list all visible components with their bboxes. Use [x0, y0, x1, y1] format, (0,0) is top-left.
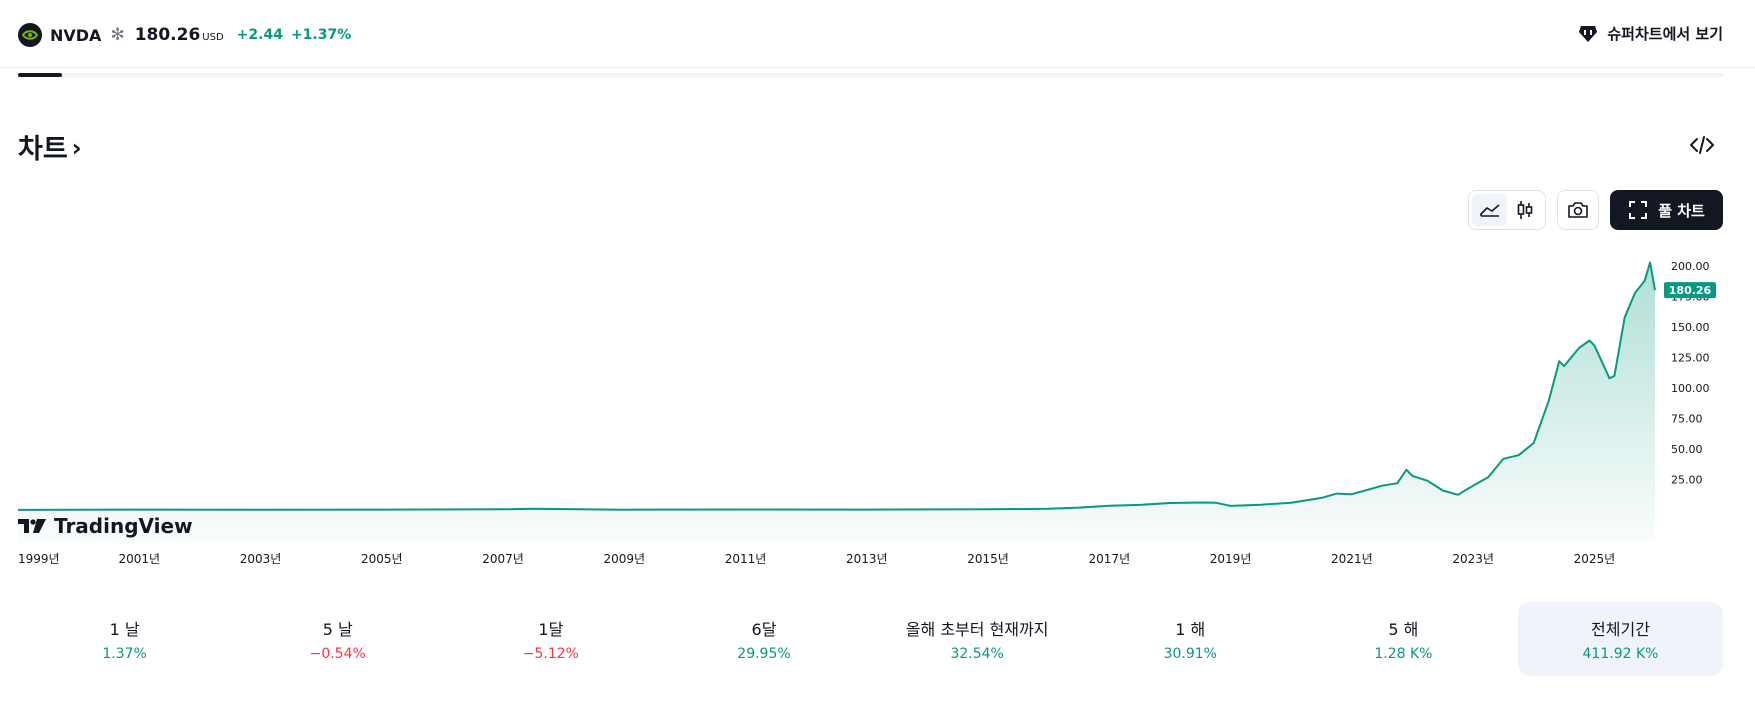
candles-icon	[1517, 201, 1532, 219]
period-label: 1달	[538, 620, 564, 639]
x-tick-label: 2009년	[603, 552, 645, 566]
section-title-link[interactable]: 차트 ›	[18, 127, 82, 166]
tradingview-logo-icon	[18, 519, 46, 533]
period-button[interactable]: 전체기간 411.92 K%	[1517, 602, 1723, 676]
x-tick-label: 2025년	[1574, 552, 1616, 566]
price-change-percent: +1.37%	[290, 27, 352, 43]
full-chart-button[interactable]: 풀 차트	[1610, 190, 1723, 230]
x-tick-label: 2007년	[482, 552, 524, 566]
tab-track	[18, 73, 1723, 77]
supercharts-icon	[1579, 26, 1598, 42]
period-label: 1 날	[109, 620, 140, 639]
performance-periods: 1 날 1.37% 5 날 −0.54% 1달 −5.12% 6달 29.95% 올해 초부터 …	[18, 602, 1723, 676]
price-line	[17, 261, 1656, 511]
period-button[interactable]: 올해 초부터 현재까지 32.54%	[871, 602, 1084, 676]
tradingview-logo[interactable]: TradingView	[18, 514, 193, 538]
price-area-fill	[18, 262, 1655, 543]
y-tick-label: 25.00	[1671, 474, 1703, 487]
view-in-supercharts-link[interactable]: 슈퍼차트에서 보기	[1577, 22, 1723, 44]
y-tick-label: 150.00	[1671, 321, 1710, 334]
last-price: 180.26	[134, 25, 201, 45]
period-button[interactable]: 1 해 30.91%	[1084, 602, 1297, 676]
camera-icon	[1568, 202, 1588, 218]
period-button[interactable]: 1 날 1.37%	[18, 602, 231, 676]
period-label: 전체기간	[1591, 620, 1650, 639]
price-chart[interactable]: 200.00175.00150.00125.00100.0075.0050.00…	[0, 240, 1755, 570]
y-tick-label: 125.00	[1671, 352, 1710, 365]
x-tick-label: 2019년	[1210, 552, 1252, 566]
currency-label: USD	[202, 32, 224, 43]
x-tick-label: 2001년	[118, 552, 160, 566]
view-in-supercharts-label: 슈퍼차트에서 보기	[1607, 24, 1723, 43]
chart-style-switcher	[1468, 190, 1546, 230]
period-button[interactable]: 5 해 1.28 K%	[1297, 602, 1510, 676]
full-chart-label: 풀 차트	[1658, 201, 1705, 220]
period-label: 5 해	[1388, 620, 1419, 639]
period-change-value: 30.91%	[1163, 646, 1217, 662]
y-tick-label: 200.00	[1671, 260, 1710, 273]
x-tick-label: 2005년	[361, 552, 403, 566]
last-price-tag-label: 180.26	[1669, 284, 1712, 297]
period-label: 1 해	[1175, 620, 1206, 639]
y-tick-label: 50.00	[1671, 443, 1703, 456]
x-tick-label: 1999년	[18, 552, 60, 566]
period-label: 6달	[751, 620, 777, 639]
ticker-symbol[interactable]: NVDA	[50, 25, 102, 45]
y-tick-label: 75.00	[1671, 413, 1703, 426]
area-chart-icon	[1479, 204, 1500, 217]
period-label: 5 날	[322, 620, 353, 639]
period-change-value: −5.12%	[522, 646, 579, 662]
area-chart-button[interactable]	[1472, 194, 1507, 226]
period-change-value: 411.92 K%	[1582, 646, 1659, 662]
snapshot-button[interactable]	[1557, 190, 1599, 230]
active-tab-indicator[interactable]	[18, 73, 62, 77]
stock-logo-icon	[18, 23, 42, 47]
period-change-value: 1.28 K%	[1374, 646, 1433, 662]
x-tick-label: 2021년	[1331, 552, 1373, 566]
period-change-value: 29.95%	[737, 646, 791, 662]
x-tick-label: 2013년	[846, 552, 888, 566]
y-tick-label: 100.00	[1671, 382, 1710, 395]
period-change-value: −0.54%	[309, 646, 366, 662]
fullscreen-icon	[1629, 201, 1648, 219]
x-tick-label: 2003년	[240, 552, 282, 566]
ticker-header: NVDA ✻ 180.26 USD +2.44 +1.37%	[18, 22, 359, 48]
section-title: 차트	[18, 134, 68, 165]
embed-code-icon[interactable]	[1689, 134, 1715, 156]
header-divider	[0, 67, 1755, 68]
period-change-value: 1.37%	[102, 646, 147, 662]
x-tick-label: 2011년	[725, 552, 767, 566]
period-button[interactable]: 1달 −5.12%	[444, 602, 657, 676]
period-change-value: 32.54%	[950, 646, 1004, 662]
last-price-tag	[1664, 282, 1716, 299]
star-icon: ✻	[110, 25, 125, 45]
candlestick-chart-button[interactable]	[1507, 194, 1542, 226]
x-tick-label: 2017년	[1089, 552, 1131, 566]
price-change: +2.44	[236, 27, 283, 43]
period-label: 올해 초부터 현재까지	[905, 620, 1049, 639]
x-tick-label: 2015년	[967, 552, 1009, 566]
chevron-right-icon: ›	[71, 134, 82, 162]
x-tick-label: 2023년	[1452, 552, 1494, 566]
tradingview-wordmark: TradingView	[54, 514, 193, 538]
period-button[interactable]: 6달 29.95%	[657, 602, 870, 676]
period-button[interactable]: 5 날 −0.54%	[231, 602, 444, 676]
top-bar: NVDA ✻ 180.26 USD +2.44 +1.37% 슈퍼차트에서 보기	[0, 0, 1755, 68]
